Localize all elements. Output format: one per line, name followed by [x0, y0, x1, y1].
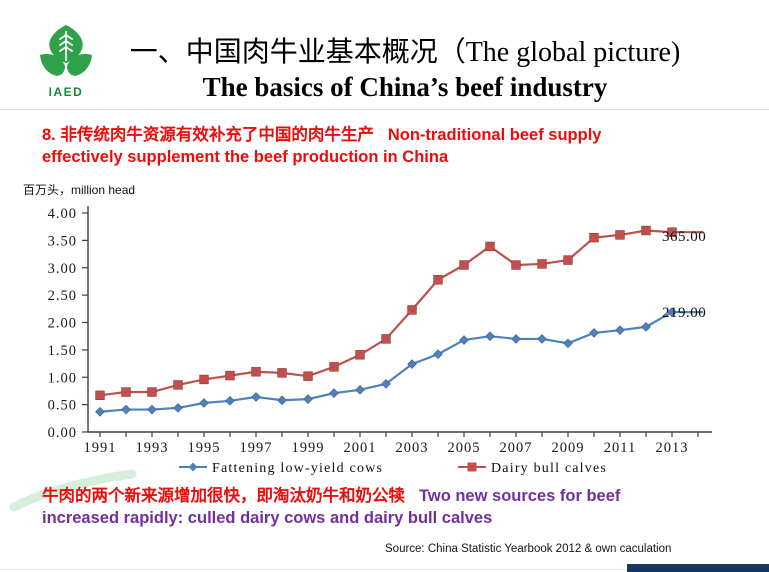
- heading-en-part1: Non-traditional beef supply: [387, 126, 602, 144]
- svg-text:2003: 2003: [396, 440, 429, 456]
- title-divider-line: [0, 109, 769, 110]
- svg-text:365.00: 365.00: [662, 229, 706, 245]
- title-line-2: The basics of China’s beef industry: [202, 72, 608, 102]
- footnote-line-1: 牛肉的两个新来源增加很快，即淘汰奶牛和奶公犊 Two new sources fo…: [42, 485, 742, 507]
- svg-text:1997: 1997: [240, 440, 273, 456]
- svg-text:2007: 2007: [500, 440, 533, 456]
- svg-text:1993: 1993: [136, 440, 169, 456]
- svg-text:219.00: 219.00: [662, 305, 706, 321]
- svg-text:1.50: 1.50: [48, 343, 77, 359]
- footnote-en-part2: increased rapidly: culled dairy cows and…: [42, 509, 493, 527]
- svg-text:1.00: 1.00: [48, 370, 77, 386]
- footnote: 牛肉的两个新来源增加很快，即淘汰奶牛和奶公犊 Two new sources fo…: [42, 485, 742, 529]
- beef-chart-svg: 0.00 0.50 1.00 1.50 2.00 2.50 3.00 3.50 4.00 1991…: [48, 206, 712, 476]
- svg-text:1999: 1999: [292, 440, 325, 456]
- logo-text: IAED: [48, 85, 84, 99]
- svg-text:2.50: 2.50: [48, 288, 77, 304]
- svg-text:2.00: 2.00: [48, 316, 77, 332]
- svg-text:2011: 2011: [604, 440, 636, 456]
- footnote-zh: 牛肉的两个新来源增加很快，即淘汰奶牛和奶公犊: [42, 487, 405, 505]
- svg-text:2009: 2009: [552, 440, 585, 456]
- svg-text:0.50: 0.50: [48, 398, 77, 414]
- iaed-logo: IAED: [34, 24, 98, 99]
- svg-text:1995: 1995: [188, 440, 221, 456]
- heading-en-part2: effectively supplement the beef producti…: [42, 148, 449, 166]
- svg-text:1991: 1991: [84, 440, 117, 456]
- title-line-1-zh: 一、中国肉牛业基本概况: [129, 37, 438, 68]
- wheat-emblem-icon: [40, 25, 92, 76]
- svg-text:Dairy bull calves: Dairy bull calves: [491, 461, 607, 476]
- heading-zh: 8. 非传统肉牛资源有效补充了中国的肉牛生产: [42, 126, 374, 144]
- svg-text:2013: 2013: [656, 440, 689, 456]
- svg-text:2001: 2001: [344, 440, 377, 456]
- svg-text:3.00: 3.00: [48, 261, 77, 277]
- chart-unit-label: 百万头，million head: [23, 183, 136, 197]
- svg-text:0.00: 0.00: [48, 425, 77, 441]
- svg-text:3.50: 3.50: [48, 233, 77, 249]
- footnote-en-part1: Two new sources for beef: [419, 487, 621, 505]
- source-citation: Source: China Statistic Yearbook 2012 & …: [385, 543, 672, 555]
- svg-text:4.00: 4.00: [48, 206, 77, 222]
- heading-line-1: 8. 非传统肉牛资源有效补充了中国的肉牛生产 Non-traditional be…: [42, 124, 742, 146]
- beef-supply-chart: 0.00 0.50 1.00 1.50 2.00 2.50 3.00 3.50 4.00 1991…: [20, 190, 760, 486]
- section-heading: 8. 非传统肉牛资源有效补充了中国的肉牛生产 Non-traditional be…: [42, 124, 742, 168]
- svg-text:2005: 2005: [448, 440, 481, 456]
- bottom-navy-bar: [627, 564, 769, 572]
- bottom-divider-line: [0, 569, 769, 570]
- title-line-1: 一、中国肉牛业基本概况（The global picture): [70, 34, 740, 71]
- slide-title: 一、中国肉牛业基本概况（The global picture) The basi…: [70, 34, 740, 103]
- title-line-1-en: （The global picture): [437, 37, 681, 68]
- svg-text:Fattening low-yield cows: Fattening low-yield cows: [212, 461, 383, 476]
